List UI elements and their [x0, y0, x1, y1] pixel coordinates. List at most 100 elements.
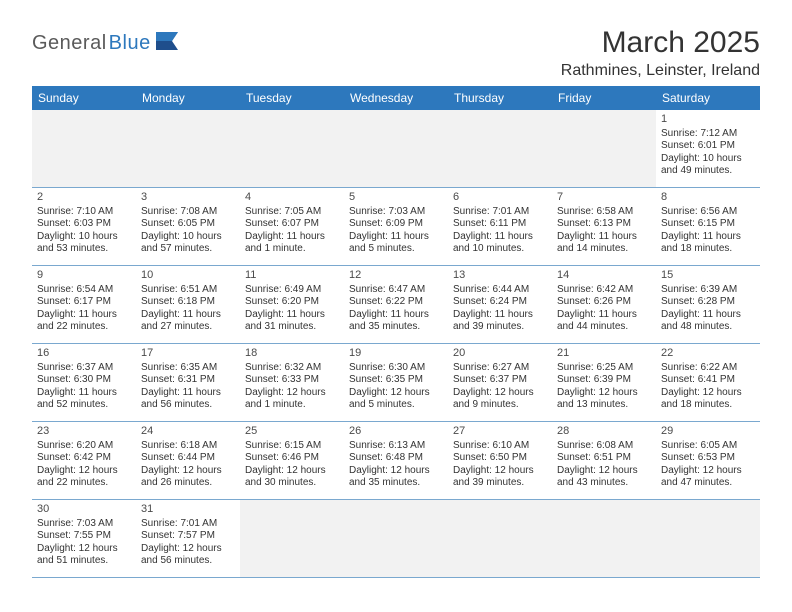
flag-icon	[156, 32, 182, 50]
day-number: 2	[37, 191, 131, 205]
dayname-sat: Saturday	[656, 86, 760, 110]
calendar-cell: 9Sunrise: 6:54 AMSunset: 6:17 PMDaylight…	[32, 266, 136, 344]
daylight-text: Daylight: 12 hours and 26 minutes.	[141, 465, 235, 490]
sunrise-text: Sunrise: 6:47 AM	[349, 284, 443, 297]
sunrise-text: Sunrise: 7:03 AM	[37, 518, 131, 531]
sunrise-text: Sunrise: 7:03 AM	[349, 206, 443, 219]
sunset-text: Sunset: 6:22 PM	[349, 296, 443, 309]
daylight-text: Daylight: 11 hours and 44 minutes.	[557, 309, 651, 334]
daylight-text: Daylight: 11 hours and 31 minutes.	[245, 309, 339, 334]
calendar-cell: 17Sunrise: 6:35 AMSunset: 6:31 PMDayligh…	[136, 344, 240, 422]
daylight-text: Daylight: 12 hours and 30 minutes.	[245, 465, 339, 490]
sunrise-text: Sunrise: 6:37 AM	[37, 362, 131, 375]
sunrise-text: Sunrise: 6:20 AM	[37, 440, 131, 453]
daylight-text: Daylight: 10 hours and 53 minutes.	[37, 231, 131, 256]
sunset-text: Sunset: 6:37 PM	[453, 374, 547, 387]
sunset-text: Sunset: 6:50 PM	[453, 452, 547, 465]
calendar-cell: 29Sunrise: 6:05 AMSunset: 6:53 PMDayligh…	[656, 422, 760, 500]
calendar-cell: 16Sunrise: 6:37 AMSunset: 6:30 PMDayligh…	[32, 344, 136, 422]
sunset-text: Sunset: 6:17 PM	[37, 296, 131, 309]
daylight-text: Daylight: 12 hours and 1 minute.	[245, 387, 339, 412]
month-title: March 2025	[561, 26, 760, 60]
day-number: 7	[557, 191, 651, 205]
day-number: 5	[349, 191, 443, 205]
calendar-cell-blank	[448, 110, 552, 188]
sunrise-text: Sunrise: 7:05 AM	[245, 206, 339, 219]
sunset-text: Sunset: 6:18 PM	[141, 296, 235, 309]
day-number: 17	[141, 347, 235, 361]
daylight-text: Daylight: 12 hours and 39 minutes.	[453, 465, 547, 490]
calendar-cell: 27Sunrise: 6:10 AMSunset: 6:50 PMDayligh…	[448, 422, 552, 500]
calendar-cell-blank	[552, 500, 656, 578]
daylight-text: Daylight: 11 hours and 52 minutes.	[37, 387, 131, 412]
daylight-text: Daylight: 11 hours and 14 minutes.	[557, 231, 651, 256]
daylight-text: Daylight: 12 hours and 43 minutes.	[557, 465, 651, 490]
sunrise-text: Sunrise: 6:27 AM	[453, 362, 547, 375]
day-number: 1	[661, 113, 755, 127]
dayname-thu: Thursday	[448, 86, 552, 110]
sunrise-text: Sunrise: 7:10 AM	[37, 206, 131, 219]
daylight-text: Daylight: 12 hours and 47 minutes.	[661, 465, 755, 490]
day-number: 23	[37, 425, 131, 439]
daylight-text: Daylight: 12 hours and 51 minutes.	[37, 543, 131, 568]
sunset-text: Sunset: 6:42 PM	[37, 452, 131, 465]
sunset-text: Sunset: 7:57 PM	[141, 530, 235, 543]
sunrise-text: Sunrise: 6:18 AM	[141, 440, 235, 453]
sunset-text: Sunset: 6:35 PM	[349, 374, 443, 387]
day-number: 6	[453, 191, 547, 205]
sunset-text: Sunset: 6:11 PM	[453, 218, 547, 231]
sunrise-text: Sunrise: 6:44 AM	[453, 284, 547, 297]
sunrise-text: Sunrise: 6:05 AM	[661, 440, 755, 453]
sunset-text: Sunset: 6:09 PM	[349, 218, 443, 231]
calendar-cell: 22Sunrise: 6:22 AMSunset: 6:41 PMDayligh…	[656, 344, 760, 422]
sunset-text: Sunset: 6:31 PM	[141, 374, 235, 387]
calendar-cell: 20Sunrise: 6:27 AMSunset: 6:37 PMDayligh…	[448, 344, 552, 422]
daylight-text: Daylight: 11 hours and 10 minutes.	[453, 231, 547, 256]
calendar-cell: 10Sunrise: 6:51 AMSunset: 6:18 PMDayligh…	[136, 266, 240, 344]
day-number: 29	[661, 425, 755, 439]
dayname-row: Sunday Monday Tuesday Wednesday Thursday…	[32, 86, 760, 110]
day-number: 9	[37, 269, 131, 283]
sunrise-text: Sunrise: 7:01 AM	[141, 518, 235, 531]
sunrise-text: Sunrise: 6:30 AM	[349, 362, 443, 375]
day-number: 4	[245, 191, 339, 205]
calendar-cell: 21Sunrise: 6:25 AMSunset: 6:39 PMDayligh…	[552, 344, 656, 422]
calendar-cell: 28Sunrise: 6:08 AMSunset: 6:51 PMDayligh…	[552, 422, 656, 500]
calendar-cell: 24Sunrise: 6:18 AMSunset: 6:44 PMDayligh…	[136, 422, 240, 500]
sunset-text: Sunset: 6:39 PM	[557, 374, 651, 387]
calendar-page: GeneralBlue March 2025 Rathmines, Leinst…	[0, 0, 792, 598]
sunset-text: Sunset: 6:01 PM	[661, 140, 755, 153]
calendar-cell: 23Sunrise: 6:20 AMSunset: 6:42 PMDayligh…	[32, 422, 136, 500]
dayname-sun: Sunday	[32, 86, 136, 110]
sunrise-text: Sunrise: 6:15 AM	[245, 440, 339, 453]
calendar-cell-blank	[656, 500, 760, 578]
day-number: 19	[349, 347, 443, 361]
daylight-text: Daylight: 11 hours and 1 minute.	[245, 231, 339, 256]
sunset-text: Sunset: 6:30 PM	[37, 374, 131, 387]
sunrise-text: Sunrise: 7:01 AM	[453, 206, 547, 219]
day-number: 28	[557, 425, 651, 439]
calendar-cell: 15Sunrise: 6:39 AMSunset: 6:28 PMDayligh…	[656, 266, 760, 344]
sunset-text: Sunset: 7:55 PM	[37, 530, 131, 543]
sunset-text: Sunset: 6:15 PM	[661, 218, 755, 231]
daylight-text: Daylight: 12 hours and 22 minutes.	[37, 465, 131, 490]
calendar-cell: 3Sunrise: 7:08 AMSunset: 6:05 PMDaylight…	[136, 188, 240, 266]
day-number: 24	[141, 425, 235, 439]
day-number: 18	[245, 347, 339, 361]
daylight-text: Daylight: 11 hours and 56 minutes.	[141, 387, 235, 412]
daylight-text: Daylight: 11 hours and 22 minutes.	[37, 309, 131, 334]
daylight-text: Daylight: 10 hours and 57 minutes.	[141, 231, 235, 256]
daylight-text: Daylight: 11 hours and 39 minutes.	[453, 309, 547, 334]
dayname-tue: Tuesday	[240, 86, 344, 110]
location-text: Rathmines, Leinster, Ireland	[561, 62, 760, 80]
calendar-cell-blank	[448, 500, 552, 578]
sunset-text: Sunset: 6:28 PM	[661, 296, 755, 309]
calendar-grid: 1Sunrise: 7:12 AMSunset: 6:01 PMDaylight…	[32, 110, 760, 578]
daylight-text: Daylight: 11 hours and 48 minutes.	[661, 309, 755, 334]
calendar-cell-blank	[240, 110, 344, 188]
sunset-text: Sunset: 6:51 PM	[557, 452, 651, 465]
sunrise-text: Sunrise: 6:56 AM	[661, 206, 755, 219]
day-number: 13	[453, 269, 547, 283]
calendar-cell-blank	[344, 110, 448, 188]
sunset-text: Sunset: 6:41 PM	[661, 374, 755, 387]
